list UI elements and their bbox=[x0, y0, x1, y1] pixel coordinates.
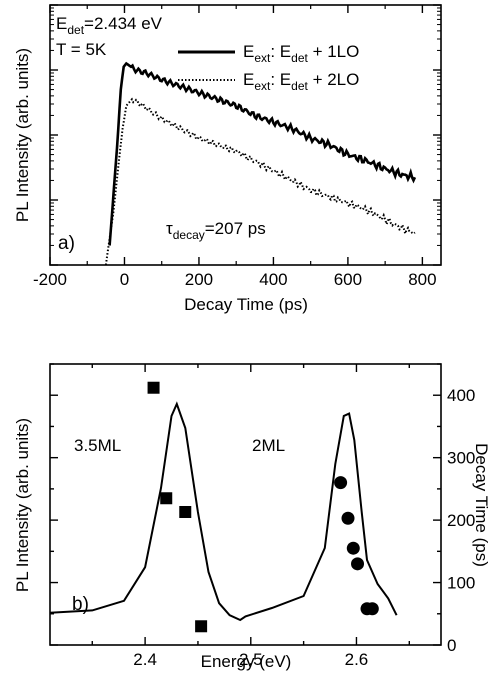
panel-b-x-axis-label: Energy (eV) bbox=[201, 652, 292, 671]
series-1lo-line bbox=[108, 61, 417, 246]
panel-b-right-y-tick-label: 100 bbox=[447, 574, 475, 593]
decay-time-circle-point bbox=[346, 541, 360, 555]
panel-b-plot-area bbox=[49, 381, 398, 633]
legend-label-2lo: Eext: Edet + 2LO bbox=[243, 70, 359, 93]
series-2lo-line bbox=[104, 97, 416, 266]
panel-b-right-y-tick-label: 400 bbox=[447, 386, 475, 405]
annotation-edet: Edet=2.434 eV bbox=[56, 14, 163, 37]
decay-time-square-point bbox=[179, 505, 192, 518]
panel-b-frame bbox=[49, 363, 442, 646]
decay-time-square-point bbox=[160, 492, 173, 505]
panel-b-x-tick-label: 2.5 bbox=[239, 650, 263, 669]
panel-b-right-y-tick-label: 0 bbox=[447, 636, 456, 655]
decay-time-square-point bbox=[195, 620, 208, 633]
decay-time-circle-point bbox=[341, 511, 355, 525]
panel-b-right-y-tick-label: 300 bbox=[447, 449, 475, 468]
annotation-temperature: T = 5K bbox=[56, 40, 107, 59]
panel-a-x-tick-label: 400 bbox=[259, 270, 287, 289]
panel-b-right-y-axis-label: Decay Time (ps) bbox=[472, 443, 491, 567]
panel-a-x-tick-label: -200 bbox=[33, 270, 67, 289]
panel-a: -200 0 200 400 600 800 Decay Time (ps) PL Int… bbox=[13, 4, 442, 314]
panel-b-x-ticks: 2.4 2.5 2.6 bbox=[91, 364, 410, 669]
panel-a-x-tick-label: 200 bbox=[185, 270, 213, 289]
panel-b-x-tick-label: 2.4 bbox=[133, 650, 157, 669]
pl-spectrum-line bbox=[49, 401, 398, 622]
panel-b-y-axis-label: PL Intensity (arb. units) bbox=[13, 418, 32, 592]
panel-a-x-tick-label: 800 bbox=[408, 270, 436, 289]
annotation-tau-decay: τdecay=207 ps bbox=[166, 219, 266, 242]
panel-a-y-ticks bbox=[50, 4, 441, 266]
decay-time-circle-point bbox=[365, 602, 379, 616]
panel-a-y-axis-label: PL Intensity (arb. units) bbox=[13, 48, 32, 222]
legend: Eext: Edet + 1LO Eext: Edet + 2LO bbox=[178, 42, 359, 93]
annotation-2ml: 2ML bbox=[252, 436, 285, 455]
panel-a-x-tick-label: 0 bbox=[120, 270, 129, 289]
panel-b-right-y-ticks: 0 100 200 300 400 bbox=[50, 363, 475, 655]
panel-b-x-tick-label: 2.6 bbox=[345, 650, 369, 669]
decay-time-circle-point bbox=[351, 557, 365, 571]
panel-a-x-ticks: -200 0 200 400 600 800 bbox=[33, 5, 437, 289]
legend-label-1lo: Eext: Edet + 1LO bbox=[243, 42, 359, 65]
panel-a-x-tick-label: 600 bbox=[334, 270, 362, 289]
panel-b-right-y-tick-label: 200 bbox=[447, 511, 475, 530]
decay-time-square-point bbox=[147, 381, 160, 394]
annotation-3-5ml: 3.5ML bbox=[74, 436, 121, 455]
panel-a-plot-area bbox=[104, 61, 417, 266]
panel-a-x-axis-label: Decay Time (ps) bbox=[184, 295, 308, 314]
panel-b-label: b) bbox=[72, 594, 89, 615]
panel-b: 2.4 2.5 2.6 0 100 200 300 400 Energy (eV) PL I… bbox=[13, 363, 491, 671]
panel-a-label: a) bbox=[58, 233, 75, 254]
decay-time-circle-point bbox=[334, 476, 348, 490]
